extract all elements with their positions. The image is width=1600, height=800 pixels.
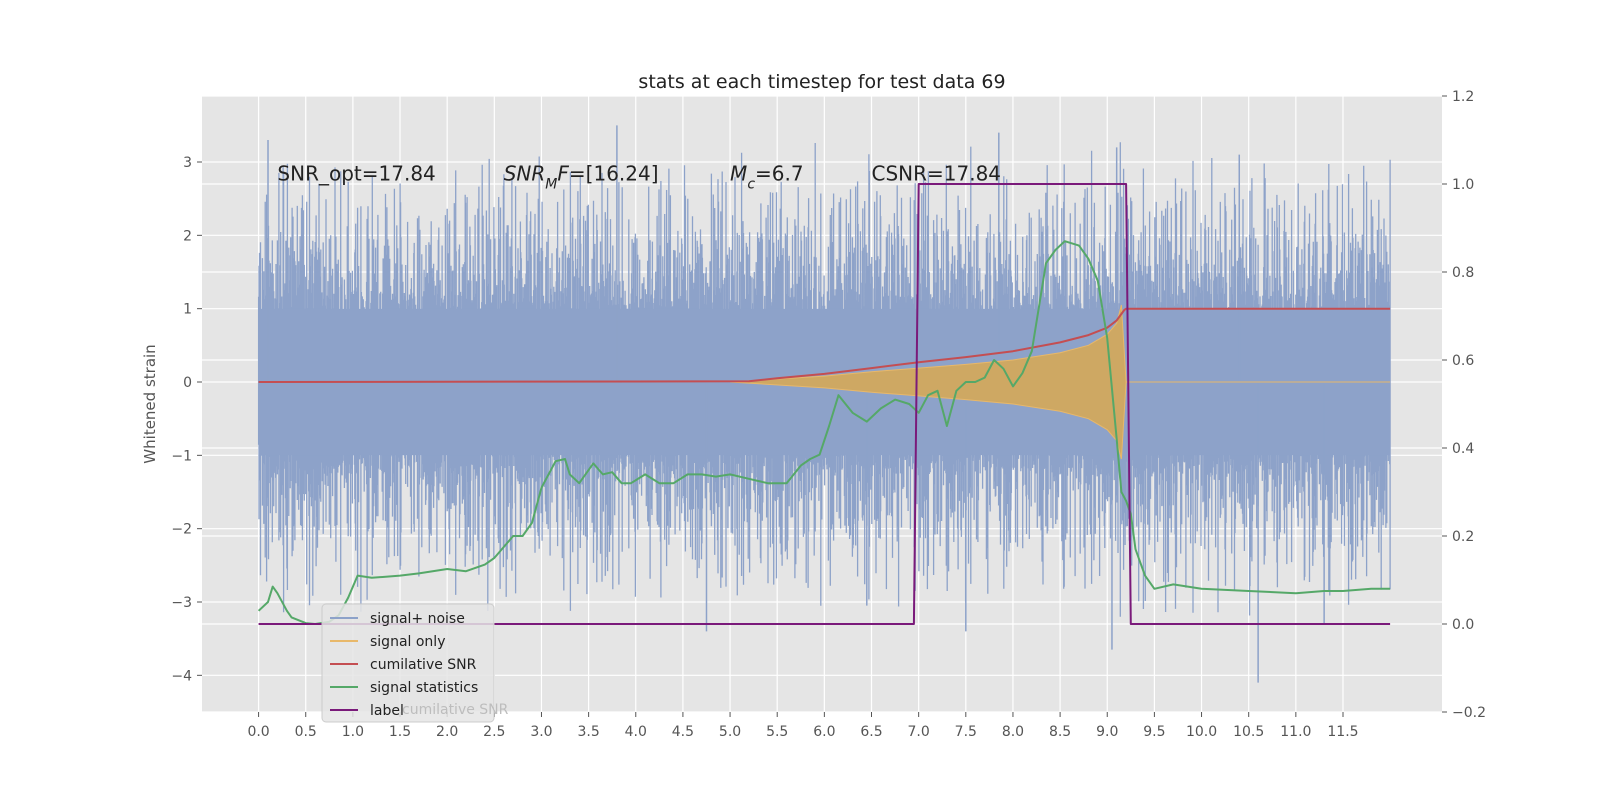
plot-area [257, 125, 1391, 683]
x-tick-label: 4.5 [672, 724, 694, 740]
x-tick-label: 9.5 [1143, 724, 1165, 740]
x-tick-label: 3.0 [530, 724, 552, 740]
legend-label: signal statistics [370, 680, 478, 696]
annotations: SNR_opt=17.84 SNRMF=[16.24] Mc=6.7 CSNR=17.… [277, 161, 1001, 192]
x-tick-label: 6.0 [813, 724, 835, 740]
annotation-text: CSNR=17.84 [872, 161, 1002, 185]
y-tick-label: 0 [183, 375, 192, 391]
x-tick-label: 2.0 [436, 724, 458, 740]
legend-label: signal+ noise [370, 611, 465, 627]
legend-ghost-text: cumilative SNR [402, 702, 509, 718]
x-tick-label: 10.5 [1233, 724, 1264, 740]
series-cumilative-snr [258, 307, 1391, 383]
y-right-tick-label: 1.2 [1452, 89, 1474, 105]
y-tick-label: 3 [183, 155, 192, 171]
x-tick-label: 5.0 [719, 724, 741, 740]
axes: 0.0 0.5 1.0 1.5 2.0 2.5 3.0 3.5 4.0 4.5 5.0 5.5 6.0 6… [171, 89, 1486, 740]
x-tick-label: 5.5 [766, 724, 788, 740]
x-tick-label: 4.0 [625, 724, 647, 740]
y-right-tick-label: 0.6 [1452, 353, 1474, 369]
legend-label: signal only [370, 634, 445, 650]
series-signal-statistics [257, 240, 1391, 625]
annotation-text: Mc=6.7 [730, 161, 804, 192]
x-tick-label: 0.0 [247, 724, 269, 740]
y-right-tick-label: 0.8 [1452, 265, 1474, 281]
x-tick-label: 8.5 [1049, 724, 1071, 740]
legend: cumilative SNR signal+ noise signal only cu… [321, 603, 509, 723]
x-tick-label: 11.5 [1327, 724, 1358, 740]
y-tick-label: −4 [171, 668, 192, 684]
annotation-text: SNR_opt=17.84 [277, 161, 435, 185]
x-tick-label: 2.5 [483, 724, 505, 740]
x-tick-label: 1.5 [389, 724, 411, 740]
y-tick-label: 1 [183, 302, 192, 318]
chart-title: stats at each timestep for test data 69 [638, 71, 1005, 93]
y-tick-label: −1 [171, 448, 192, 464]
y-tick-label: 2 [183, 228, 192, 244]
y-right-tick-label: 1.0 [1452, 177, 1474, 193]
series-signal-only [730, 304, 1391, 460]
x-tick-label: 10.0 [1186, 724, 1217, 740]
y-right-tick-label: 0.0 [1452, 617, 1474, 633]
y-right-tick-label: 0.4 [1452, 441, 1474, 457]
series-label [258, 183, 1391, 625]
y-right-tick-label: −0.2 [1452, 705, 1486, 721]
y-right-tick-label: 0.2 [1452, 529, 1474, 545]
x-tick-label: 7.0 [908, 724, 930, 740]
annotation-text: SNRMF=[16.24] [504, 161, 659, 192]
x-tick-label: 9.0 [1096, 724, 1118, 740]
x-tick-label: 3.5 [577, 724, 599, 740]
y-axis-label: Whitened strain [141, 344, 159, 463]
legend-box [321, 603, 495, 723]
x-tick-label: 1.0 [342, 724, 364, 740]
x-tick-label: 0.5 [295, 724, 317, 740]
legend-label: cumilative SNR [370, 657, 477, 673]
legend-label: label [370, 703, 404, 719]
x-tick-label: 7.5 [955, 724, 977, 740]
x-tick-label: 8.0 [1002, 724, 1024, 740]
y-tick-label: −2 [171, 522, 192, 538]
x-tick-label: 11.0 [1280, 724, 1311, 740]
x-tick-label: 6.5 [860, 724, 882, 740]
y-tick-label: −3 [171, 595, 192, 611]
